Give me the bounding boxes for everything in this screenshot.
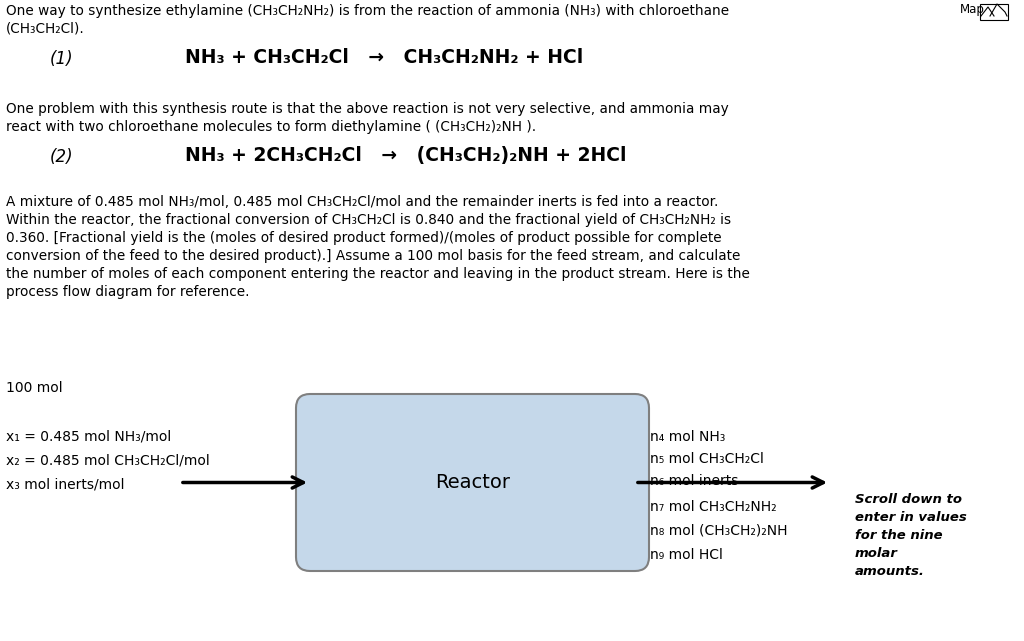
Text: x₂ = 0.485 mol CH₃CH₂Cl/mol: x₂ = 0.485 mol CH₃CH₂Cl/mol [6,453,210,467]
Text: n₅ mol CH₃CH₂Cl: n₅ mol CH₃CH₂Cl [650,452,764,466]
Text: the number of moles of each component entering the reactor and leaving in the pr: the number of moles of each component en… [6,267,750,281]
Text: NH₃ + 2CH₃CH₂Cl   →   (CH₃CH₂)₂NH + 2HCl: NH₃ + 2CH₃CH₂Cl → (CH₃CH₂)₂NH + 2HCl [185,146,627,165]
Text: conversion of the feed to the desired product).] Assume a 100 mol basis for the : conversion of the feed to the desired pr… [6,249,740,263]
Text: process flow diagram for reference.: process flow diagram for reference. [6,285,250,299]
Text: x₃ mol inerts/mol: x₃ mol inerts/mol [6,478,125,492]
Text: Reactor: Reactor [435,473,510,492]
Text: Map: Map [961,3,985,16]
Text: n₇ mol CH₃CH₂NH₂: n₇ mol CH₃CH₂NH₂ [650,500,776,514]
Text: react with two chloroethane molecules to form diethylamine ( (CH₃CH₂)₂NH ).: react with two chloroethane molecules to… [6,120,537,134]
Text: (1): (1) [50,50,74,68]
Text: (2): (2) [50,148,74,166]
FancyBboxPatch shape [296,394,649,571]
Text: x₁ = 0.485 mol NH₃/mol: x₁ = 0.485 mol NH₃/mol [6,430,171,444]
Text: 0.360. [Fractional yield is the (moles of desired product formed)/(moles of prod: 0.360. [Fractional yield is the (moles o… [6,231,722,245]
Bar [980,4,1008,20]
Text: 100 mol: 100 mol [6,381,62,395]
Text: n₄ mol NH₃: n₄ mol NH₃ [650,430,725,444]
Text: Within the reactor, the fractional conversion of CH₃CH₂Cl is 0.840 and the fract: Within the reactor, the fractional conve… [6,213,731,227]
Text: n₆ mol inerts: n₆ mol inerts [650,474,738,488]
Text: One problem with this synthesis route is that the above reaction is not very sel: One problem with this synthesis route is… [6,102,729,116]
Text: n₈ mol (CH₃CH₂)₂NH: n₈ mol (CH₃CH₂)₂NH [650,523,787,537]
Text: One way to synthesize ethylamine (CH₃CH₂NH₂) is from the reaction of ammonia (NH: One way to synthesize ethylamine (CH₃CH₂… [6,4,729,18]
Text: (CH₃CH₂Cl).: (CH₃CH₂Cl). [6,22,85,36]
Text: NH₃ + CH₃CH₂Cl   →   CH₃CH₂NH₂ + HCl: NH₃ + CH₃CH₂Cl → CH₃CH₂NH₂ + HCl [185,48,584,67]
Text: n₉ mol HCl: n₉ mol HCl [650,548,723,562]
Text: Scroll down to
enter in values
for the nine
molar
amounts.: Scroll down to enter in values for the n… [855,493,967,578]
Text: A mixture of 0.485 mol NH₃/mol, 0.485 mol CH₃CH₂Cl/mol and the remainder inerts : A mixture of 0.485 mol NH₃/mol, 0.485 mo… [6,195,719,209]
